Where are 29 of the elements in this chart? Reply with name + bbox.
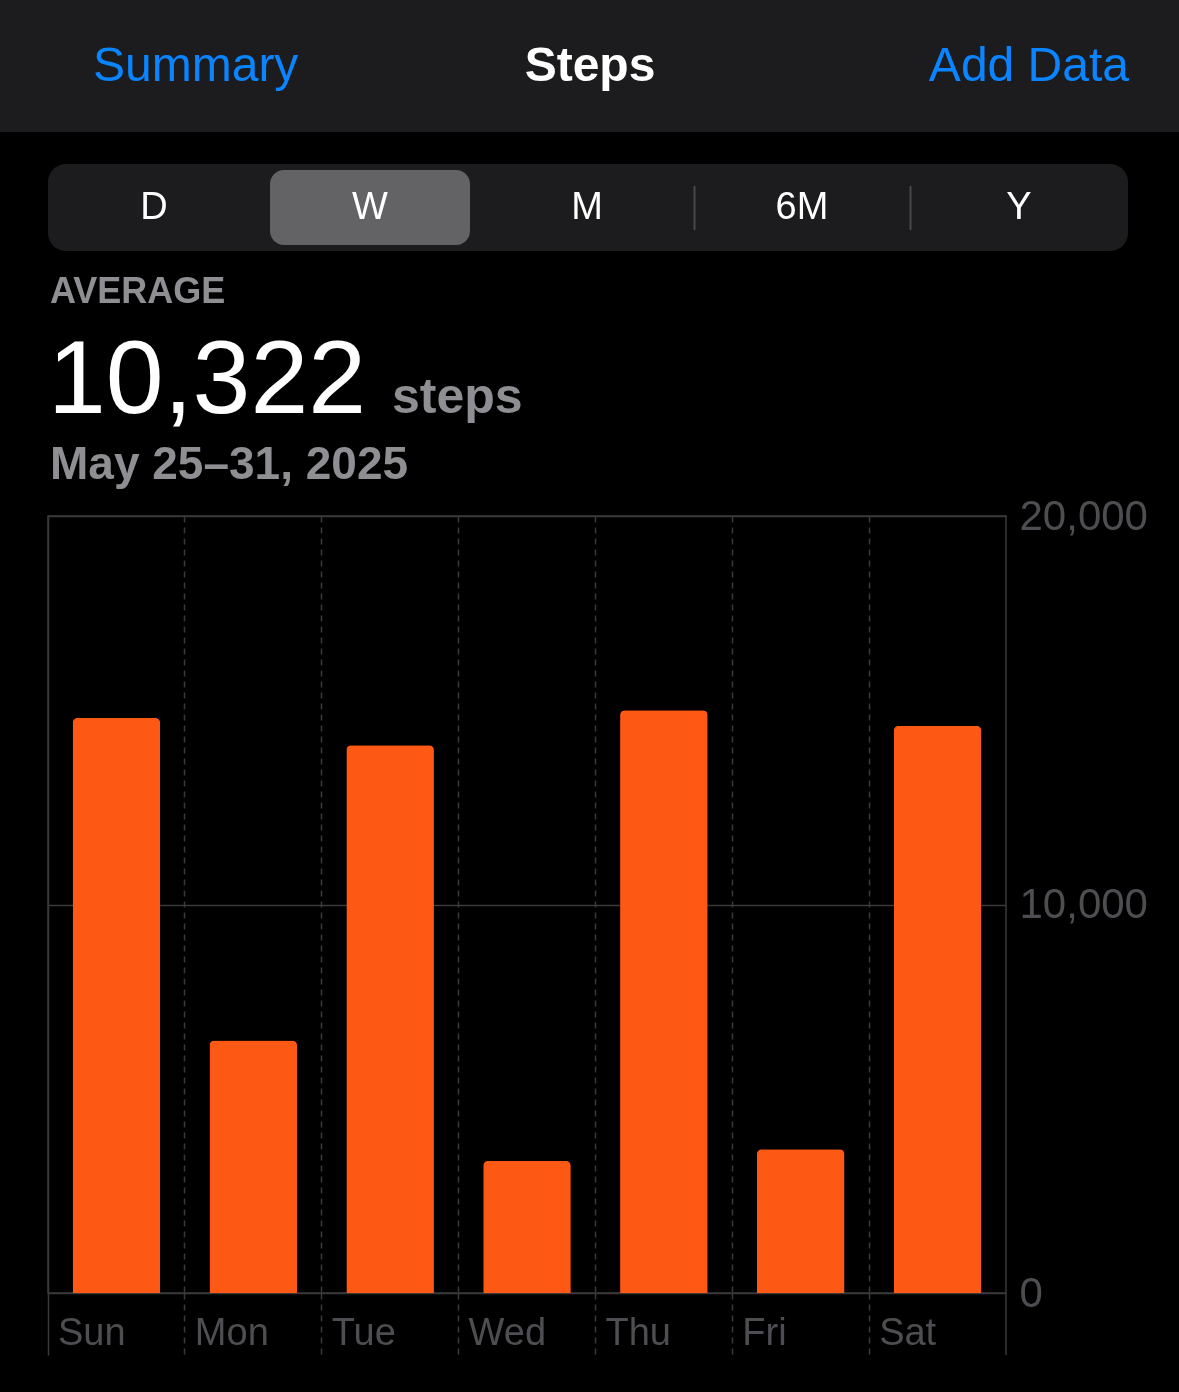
bar [209, 1040, 298, 1293]
bar [620, 710, 708, 1293]
y-tick-label: 20,000 [1019, 491, 1148, 539]
y-tick-label: 10,000 [1019, 880, 1148, 927]
bar [756, 1149, 845, 1293]
x-tick-label: Mon [194, 1310, 269, 1353]
x-tick-label: Fri [742, 1310, 787, 1353]
text: AVERAGE [50, 270, 226, 311]
x-tick-label: Wed [468, 1310, 547, 1353]
text: D [140, 185, 168, 227]
text: M [571, 185, 603, 227]
text: Summary [93, 38, 299, 91]
x-tick-label: Tue [331, 1310, 396, 1353]
text: 6M [775, 185, 829, 227]
bar [893, 725, 982, 1293]
text: 10,322 [48, 319, 367, 435]
bar [72, 718, 161, 1293]
text: Y [1006, 185, 1032, 227]
bar [346, 745, 434, 1293]
y-tick-label: 0 [1019, 1268, 1043, 1316]
text: W [352, 185, 389, 227]
x-tick-label: Sun [58, 1310, 126, 1353]
x-tick-label: Thu [605, 1310, 671, 1353]
text: Add Data [928, 38, 1130, 91]
text: steps [392, 368, 523, 424]
bar [483, 1160, 571, 1293]
x-tick-label: Sat [879, 1310, 937, 1353]
chart-subtitle: May 25–31, 2025 [50, 437, 409, 489]
chart-title: Steps [524, 38, 656, 91]
